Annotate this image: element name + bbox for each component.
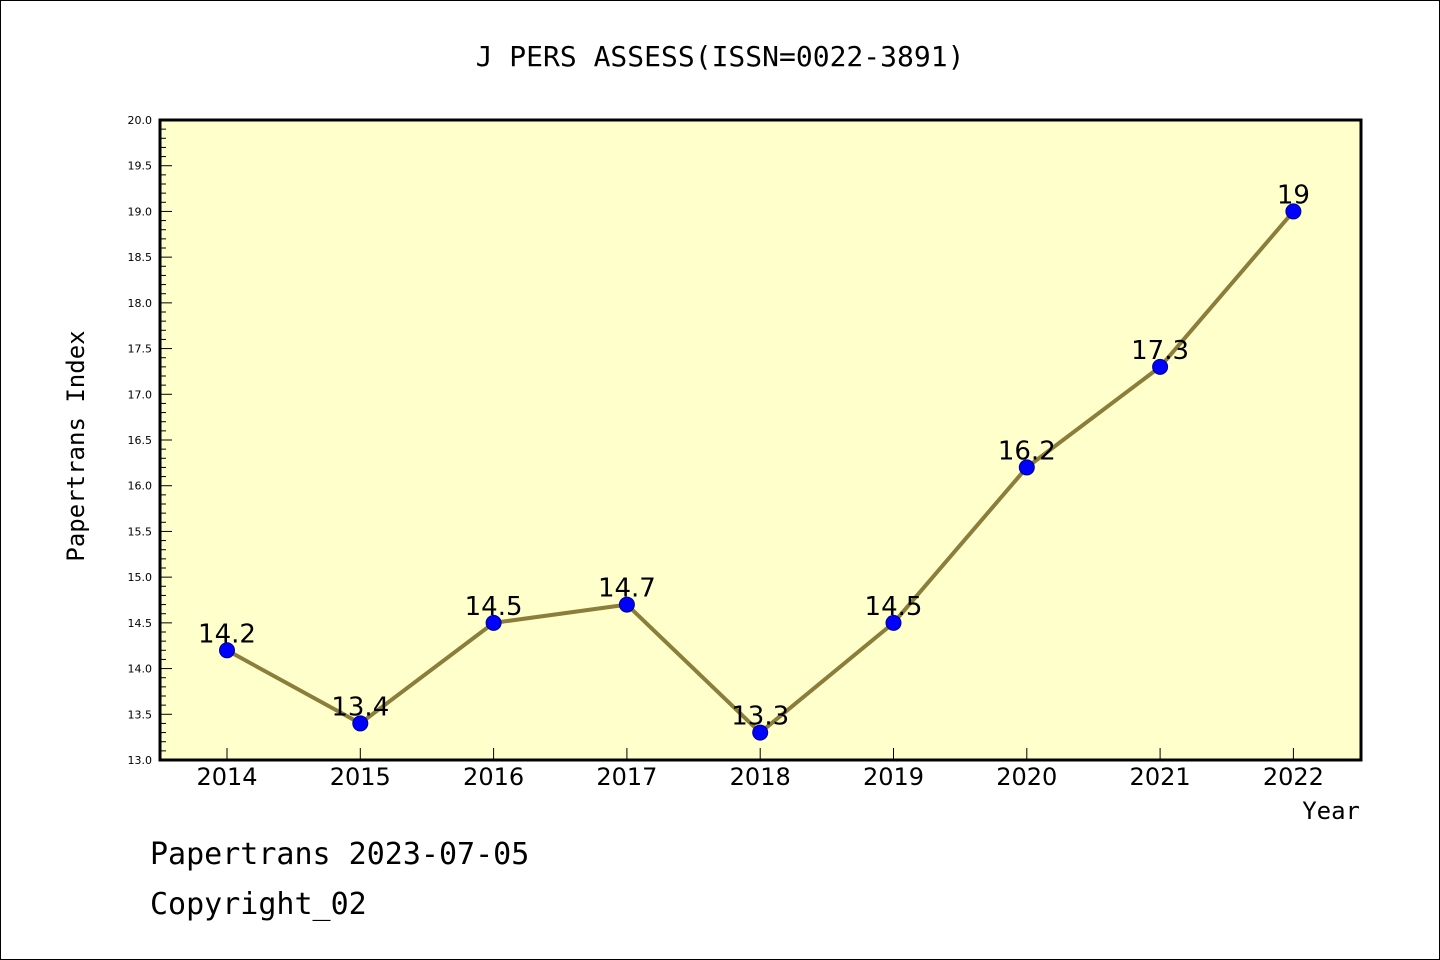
chart-title: J PERS ASSESS(ISSN=0022-3891) (476, 40, 965, 73)
y-tick-label: 17.5 (128, 343, 153, 356)
y-tick-label: 18.0 (128, 297, 153, 310)
data-label: 14.5 (865, 592, 923, 622)
data-point (885, 614, 902, 631)
y-tick-label: 16.0 (128, 480, 153, 493)
y-tick-label: 19.5 (128, 160, 153, 173)
y-tick-label: 20.0 (128, 114, 153, 127)
data-point (352, 715, 369, 732)
y-tick-label: 14.0 (128, 663, 153, 676)
plot-area (158, 118, 1363, 762)
x-tick-label: 2016 (463, 763, 524, 791)
data-label: 16.2 (998, 436, 1056, 466)
y-axis: 13.0 13.5 14.0 14.5 15.0 15.5 16.0 16.5 17.0 17.5… (128, 114, 172, 767)
data-points: 14.2 13.4 14.5 14.7 13.3 14.5 16.2 17.3 19 (198, 180, 1310, 741)
x-axis-label: Year (1302, 797, 1360, 825)
x-tick-label: 2017 (596, 763, 657, 791)
x-axis: 2014 2015 2016 2017 2018 2019 2020 2021 2022 (196, 748, 1324, 791)
y-tick-label: 15.0 (128, 571, 153, 584)
data-label: 14.5 (465, 592, 523, 622)
data-point (1018, 459, 1035, 476)
y-tick-label: 13.0 (128, 754, 153, 767)
x-tick-label: 2014 (196, 763, 257, 791)
data-label: 19 (1277, 180, 1310, 210)
y-tick-label: 17.0 (128, 388, 153, 401)
data-label: 14.2 (198, 619, 256, 649)
data-point (1152, 358, 1169, 375)
data-point (1285, 203, 1302, 220)
data-point (618, 596, 635, 613)
footer-date: Papertrans 2023-07-05 (150, 837, 529, 872)
data-point (752, 724, 769, 741)
x-tick-label: 2019 (863, 763, 924, 791)
y-tick-label: 13.5 (128, 708, 153, 721)
y-tick-label: 15.5 (128, 525, 153, 538)
y-tick-label: 18.5 (128, 251, 153, 264)
y-tick-label: 16.5 (128, 434, 153, 447)
x-tick-label: 2018 (730, 763, 791, 791)
x-tick-label: 2022 (1263, 763, 1324, 791)
y-tick-label: 14.5 (128, 617, 153, 630)
data-label: 13.4 (331, 692, 389, 722)
x-tick-label: 2020 (996, 763, 1057, 791)
y-tick-label: 19.0 (128, 205, 153, 218)
x-tick-label: 2021 (1130, 763, 1191, 791)
y-axis-label: Papertrans Index (62, 330, 90, 561)
data-point (219, 642, 235, 659)
footer-copyright: Copyright_02 (150, 887, 367, 922)
x-tick-label: 2015 (330, 763, 391, 791)
data-label: 14.7 (598, 574, 656, 604)
data-label: 13.3 (731, 702, 789, 732)
data-label: 17.3 (1131, 336, 1189, 366)
data-point (485, 614, 502, 631)
